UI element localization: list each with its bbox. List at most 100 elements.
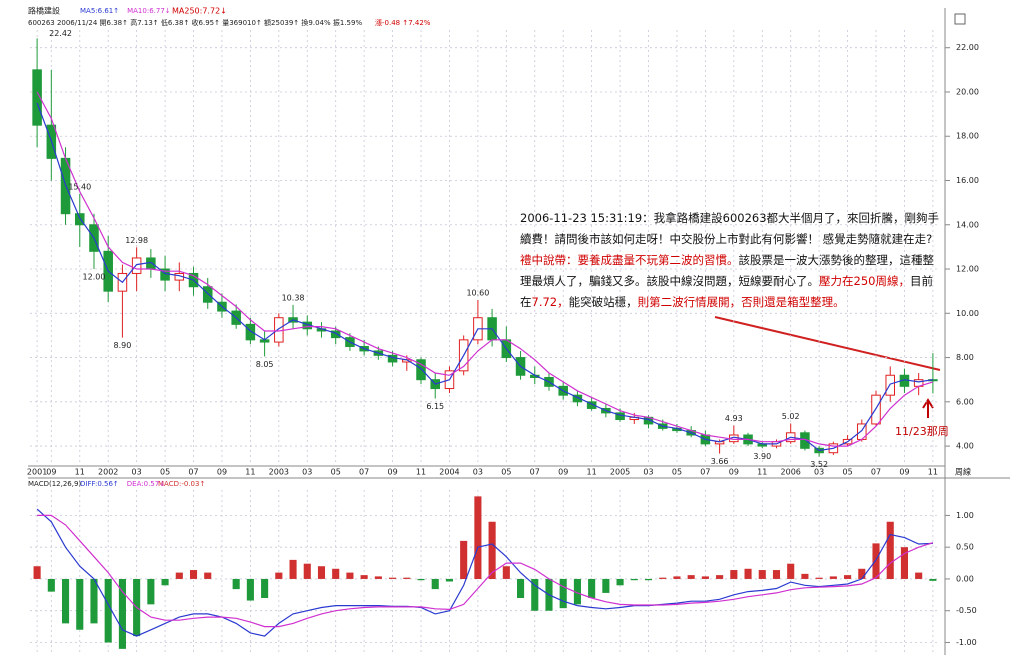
- y-tick-label: 14.00: [956, 220, 979, 229]
- x-tick-label: 11: [928, 468, 938, 477]
- x-tick-label: 05: [501, 468, 511, 477]
- peak-label: 15.40: [68, 182, 91, 191]
- peak-label: 3.66: [711, 457, 729, 466]
- peak-label: 22.42: [49, 29, 72, 38]
- x-tick-label: 05: [331, 468, 341, 477]
- candle-body: [146, 257, 156, 270]
- peak-label: 3.52: [810, 460, 828, 469]
- x-tick-label: 07: [188, 468, 198, 477]
- y-tick-label: 0.50: [956, 543, 974, 552]
- y-tick-label: 6.00: [956, 397, 974, 406]
- note-segment: 2006-11-23 15:31:19：我拿路橋建設600263都大半個月了，來…: [520, 211, 940, 246]
- candle-body: [274, 317, 284, 343]
- x-tick-label: 05: [672, 468, 682, 477]
- series-header: DIFF:0.56↑: [80, 480, 119, 488]
- x-tick-label: 09: [217, 468, 227, 477]
- arrow-label: 11/23那周: [895, 425, 949, 438]
- candle-body: [245, 323, 256, 341]
- x-tick-label: 09: [46, 468, 56, 477]
- x-tick-label: 11: [245, 468, 255, 477]
- x-tick-label: 09: [387, 468, 397, 477]
- x-tick-label: 03: [814, 468, 824, 477]
- candle-body: [330, 330, 341, 339]
- peak-label: 8.05: [256, 360, 274, 369]
- peak-label: 6.15: [426, 402, 444, 411]
- peak-label: 12.00: [83, 273, 106, 282]
- note-segment: 該股票是一波大漲勢後的整理，這種整理最煩人了，騙錢又多。該股中線沒問題，短線要耐…: [520, 253, 934, 288]
- y-tick-label: 12.00: [956, 265, 979, 274]
- annotation-note: 2006-11-23 15:31:19：我拿路橋建設600263都大半個月了，來…: [520, 208, 940, 313]
- y-tick-label: 20.00: [956, 87, 979, 96]
- x-tick-label: 05: [842, 468, 852, 477]
- note-segment: 能突破站穩，: [568, 295, 638, 309]
- x-tick-label: 03: [302, 468, 312, 477]
- ma250-header: MA250:7.72↓: [172, 7, 227, 16]
- candle-body: [32, 69, 42, 126]
- peak-label: 10.60: [466, 289, 489, 298]
- peak-label: 4.93: [725, 414, 743, 423]
- candle-body: [586, 401, 597, 409]
- period-label: 周線: [955, 467, 971, 477]
- y-tick-label: 4.00: [956, 442, 974, 451]
- x-tick-label: 11: [757, 468, 767, 477]
- y-tick-label: 8.00: [956, 353, 974, 362]
- series-line: [37, 514, 934, 628]
- peak-label: 5.02: [782, 412, 800, 421]
- series-line: [36, 508, 933, 637]
- x-tick-label: 03: [132, 468, 142, 477]
- note-segment: 壓力在250周線，: [819, 274, 910, 288]
- peak-label: 12.98: [125, 236, 148, 245]
- chart-title: 路橋建設: [28, 6, 60, 16]
- x-tick-label: 05: [160, 468, 170, 477]
- y-tick-label: -0.50: [956, 606, 977, 615]
- x-tick-label: 07: [700, 468, 710, 477]
- x-tick-label: 11: [416, 468, 426, 477]
- peak-label: 3.90: [753, 452, 771, 461]
- x-tick-label: 2002: [98, 468, 118, 477]
- candle-body: [75, 213, 85, 226]
- x-tick-label: 09: [558, 468, 568, 477]
- x-tick-label: 2001: [27, 468, 47, 477]
- info-line: 600263 2006/11/24 開6.38↑ 高7.13↑ 低6.38↑ 收…: [28, 18, 362, 27]
- candle-body: [416, 359, 426, 381]
- y-tick-label: 22.00: [956, 43, 979, 52]
- x-tick-label: 07: [530, 468, 540, 477]
- peak-label: 8.90: [114, 341, 132, 350]
- candle-body: [572, 394, 583, 403]
- info-change: 漲-0.48 ↑7.42%: [375, 18, 431, 27]
- x-tick-label: 07: [871, 468, 881, 477]
- x-tick-label: 2005: [610, 468, 630, 477]
- series-header: DEA:0.57↓: [127, 480, 165, 488]
- y-tick-label: 18.00: [956, 132, 979, 141]
- y-tick-label: 1.00: [956, 511, 974, 520]
- x-tick-label: 09: [729, 468, 739, 477]
- x-tick-label: 2006: [781, 468, 801, 477]
- x-tick-label: 11: [75, 468, 85, 477]
- x-tick-label: 03: [473, 468, 483, 477]
- window-icon[interactable]: [954, 13, 966, 25]
- peak-label: 10.38: [282, 293, 305, 302]
- y-tick-label: 16.00: [956, 176, 979, 185]
- candle-body: [202, 286, 213, 303]
- series-header: MA10:6.77↓: [127, 7, 171, 15]
- x-tick-label: 2004: [439, 468, 459, 477]
- x-tick-label: 2003: [269, 468, 289, 477]
- note-segment: 7.72，: [531, 295, 569, 309]
- macd-title: MACD(12,26,9): [28, 480, 81, 488]
- macd-bars-header: MACD:-0.03↑: [158, 480, 205, 488]
- series-header: MA5:6.61↑: [80, 7, 119, 15]
- y-tick-label: 10.00: [956, 309, 979, 318]
- x-tick-label: 03: [643, 468, 653, 477]
- x-tick-label: 09: [899, 468, 909, 477]
- arrow: [922, 398, 934, 418]
- note-segment: 禮中說帶：要養成盡量不玩第二波的習慣。: [520, 253, 739, 267]
- y-tick-label: -1.00: [956, 638, 977, 647]
- series-line: [36, 91, 934, 447]
- note-segment: 目前在: [520, 274, 933, 309]
- candle-body: [131, 257, 142, 274]
- y-tick-label: 0.00: [956, 574, 974, 583]
- trend-line: [714, 316, 941, 371]
- note-segment: 則第二波行情展開，否則還是箱型整理。: [637, 295, 845, 309]
